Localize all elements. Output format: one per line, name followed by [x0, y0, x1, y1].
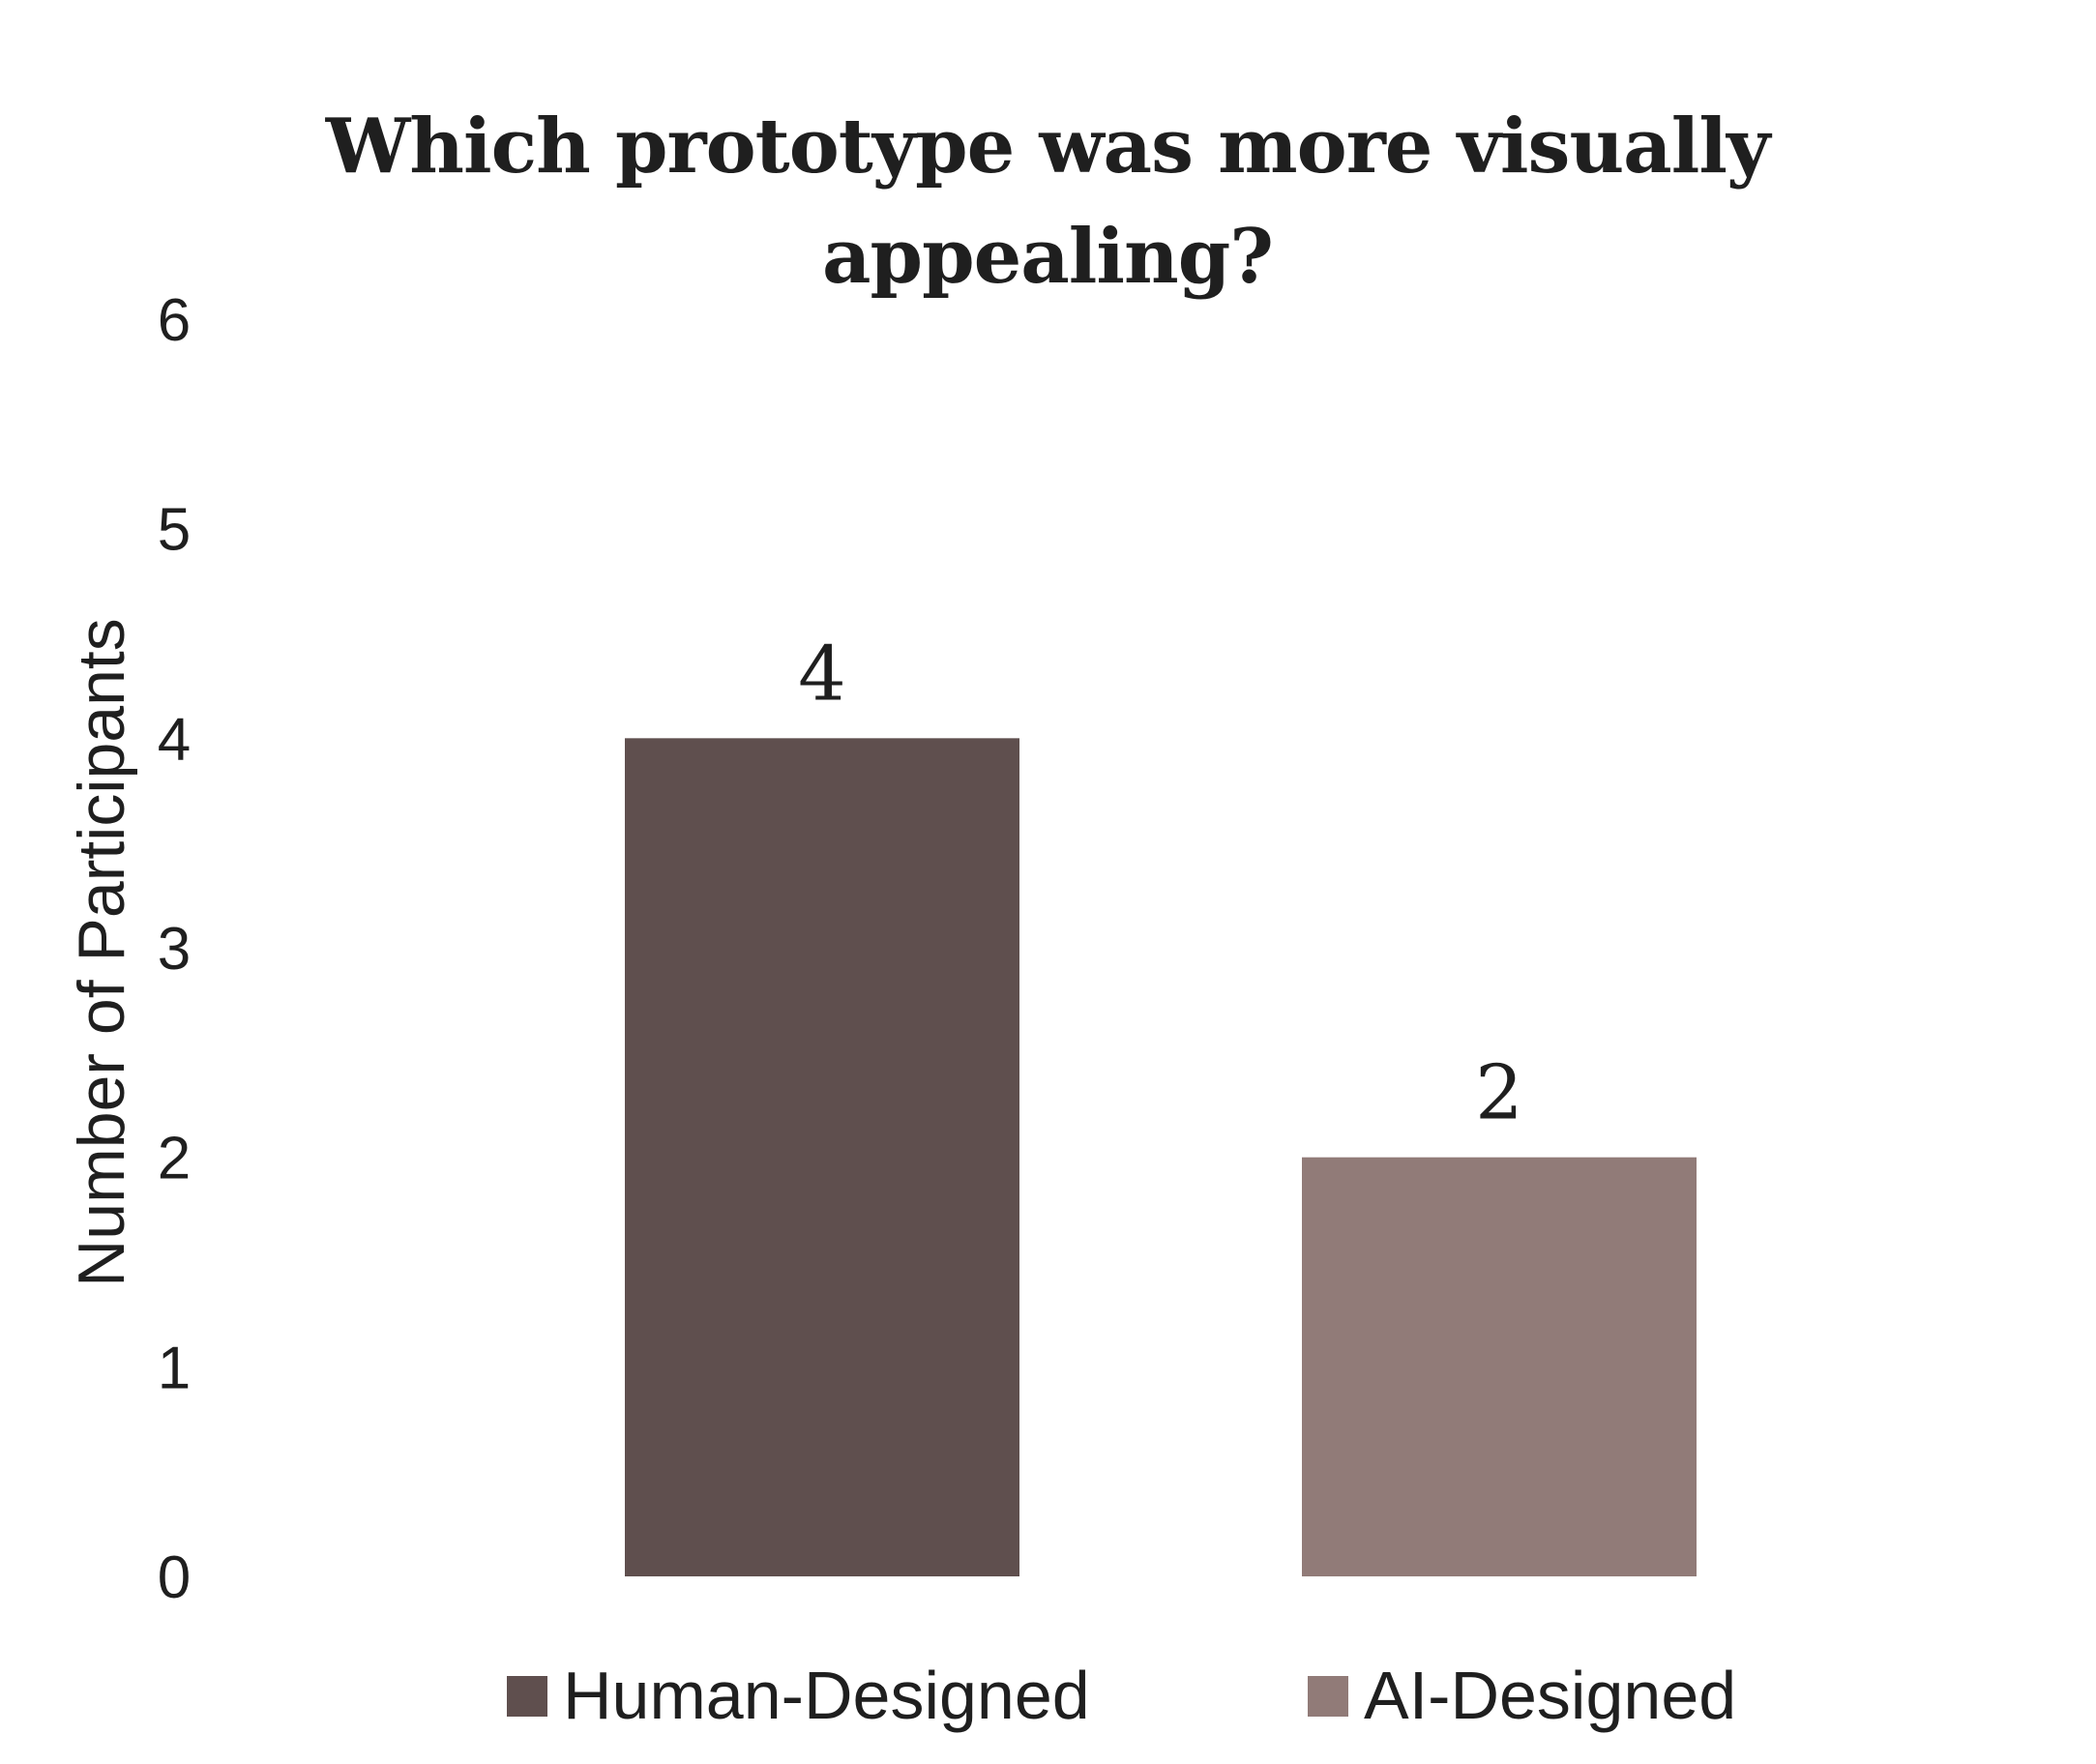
- y-tick-label-4: 4: [158, 706, 191, 773]
- y-tick-label-3: 3: [158, 916, 191, 983]
- legend-label-human-designed: Human-Designed: [563, 1658, 1090, 1733]
- data-label-human-designed: 4: [798, 631, 846, 718]
- bar-human-designed: [625, 738, 1019, 1576]
- chart-title-line-1: Which prototype was more visually: [325, 103, 1773, 191]
- y-axis-ticks: 0 1 2 3 4 5 6: [158, 287, 191, 1611]
- y-tick-label-0: 0: [158, 1544, 191, 1611]
- chart-title-line-2: appealing?: [822, 213, 1273, 301]
- legend-swatch-ai-designed: [1308, 1676, 1348, 1717]
- legend-swatch-human-designed: [507, 1676, 547, 1717]
- y-axis-label: Number of Participants: [65, 618, 138, 1287]
- bars-group: [625, 738, 1697, 1576]
- data-labels-group: 42: [798, 631, 1523, 1136]
- y-tick-label-1: 1: [158, 1335, 191, 1401]
- legend-label-ai-designed: AI-Designed: [1364, 1658, 1736, 1733]
- y-tick-label-6: 6: [158, 287, 191, 354]
- data-label-ai-designed: 2: [1475, 1050, 1523, 1137]
- legend: Human-Designed AI-Designed: [507, 1658, 1736, 1733]
- y-tick-label-5: 5: [158, 497, 191, 564]
- y-tick-label-2: 2: [158, 1126, 191, 1192]
- bar-ai-designed: [1302, 1157, 1697, 1576]
